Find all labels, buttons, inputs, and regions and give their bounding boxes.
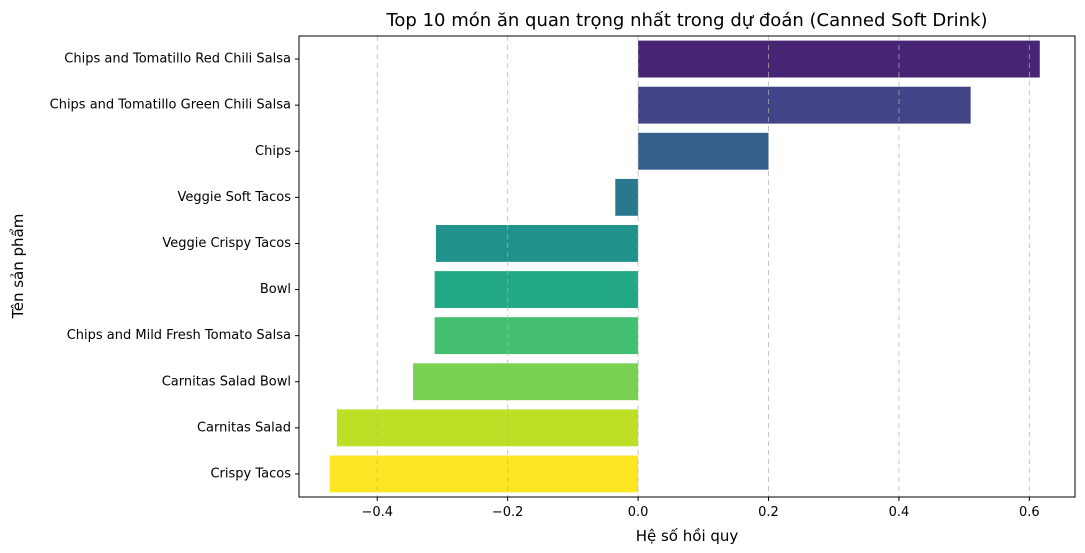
y-tick-label: Bowl	[260, 282, 291, 297]
grid-lines	[376, 36, 1030, 497]
bar-4	[435, 225, 639, 262]
y-tick-label: Chips and Tomatillo Red Chili Salsa	[64, 52, 291, 67]
x-tick-label: −0.2	[492, 505, 524, 520]
x-tick-label: 0.4	[889, 505, 910, 520]
y-tick-label: Chips	[255, 144, 291, 159]
bar-5	[434, 271, 639, 308]
chart-title: Top 10 món ăn quan trọng nhất trong dự đ…	[385, 10, 987, 31]
bar-0	[638, 40, 1040, 78]
y-tick-label: Veggie Soft Tacos	[177, 190, 291, 205]
x-tick-labels: −0.4 −0.2 0.0 0.2 0.4 0.6	[361, 497, 1040, 520]
y-tick-label: Chips and Mild Fresh Tomato Salsa	[67, 328, 291, 343]
x-tick-label: 0.0	[628, 505, 649, 520]
y-axis-label: Tên sản phẩm	[9, 214, 27, 320]
y-tick-label: Chips and Tomatillo Green Chili Salsa	[50, 98, 291, 113]
y-tick-label: Carnitas Salad	[197, 420, 291, 435]
bar-6	[434, 317, 639, 355]
bar-9	[329, 455, 639, 493]
x-tick-label: 0.2	[758, 505, 779, 520]
bars	[329, 40, 1040, 493]
x-tick-label: −0.4	[361, 505, 393, 520]
y-tick-label: Crispy Tacos	[210, 466, 291, 481]
y-tick-label: Veggie Crispy Tacos	[162, 236, 291, 251]
plot-frame	[298, 35, 1076, 498]
x-tick-label: 0.6	[1019, 505, 1040, 520]
bar-3	[615, 178, 639, 216]
x-axis-label: Hệ số hồi quy	[636, 527, 739, 545]
y-tick-label: Carnitas Salad Bowl	[162, 374, 291, 389]
bar-1	[638, 86, 971, 124]
bar-7	[413, 363, 639, 401]
bar-8	[336, 409, 639, 447]
y-tick-labels: Chips and Tomatillo Red Chili Salsa Chips…	[50, 52, 299, 481]
bar-2	[638, 132, 769, 170]
